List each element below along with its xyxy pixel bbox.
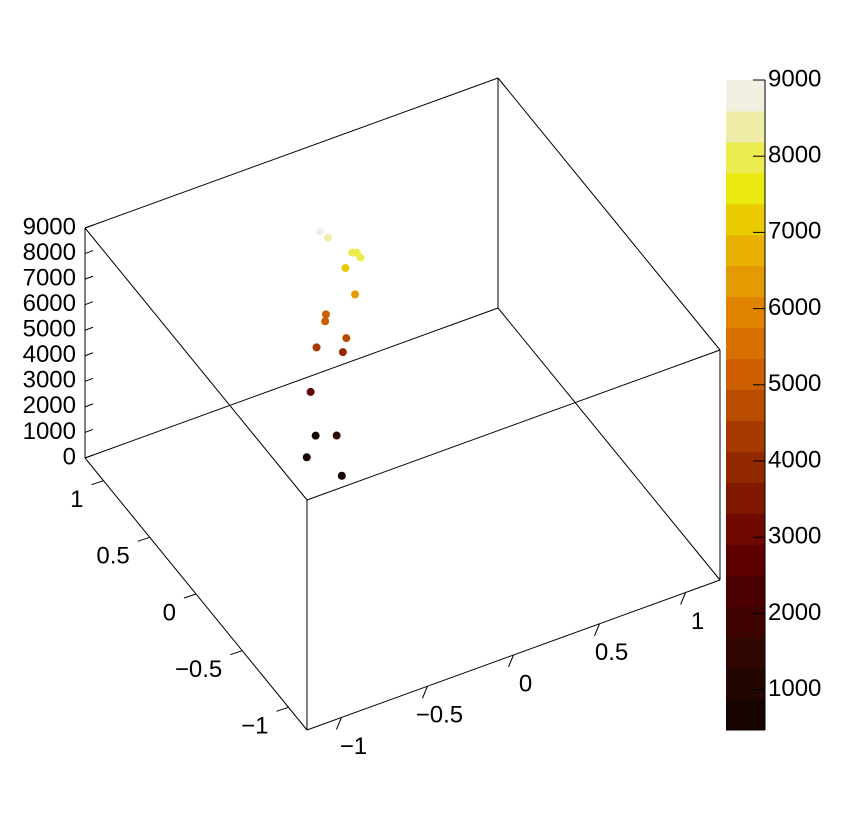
point (337, 471, 346, 480)
colorbar-tick-label: 3000 (768, 523, 821, 550)
colorbar-band (726, 172, 765, 205)
colorbar-band (726, 699, 765, 731)
y-tick-label: 0.5 (96, 543, 129, 570)
colorbar-band (726, 327, 765, 360)
point (321, 310, 330, 319)
x-tick-label: −0.5 (416, 702, 463, 729)
z-tick-label: 1000 (23, 418, 76, 445)
box-edge (84, 227, 308, 501)
colorbar-band (726, 420, 765, 452)
point (342, 334, 351, 343)
colorbar-band (726, 482, 765, 514)
colorbar-band (726, 265, 765, 298)
z-tick (84, 250, 94, 255)
y-tick-label: −1 (241, 713, 268, 740)
z-tick-label: 3000 (23, 367, 76, 394)
colorbar-tick-label: 1000 (768, 675, 821, 702)
z-tick-label: 9000 (23, 213, 76, 240)
z-tick-label: 0 (63, 443, 76, 470)
box-edge (497, 307, 721, 581)
y-tick (276, 706, 289, 712)
colorbar-tick-label: 7000 (768, 218, 821, 245)
point (316, 227, 325, 236)
colorbar-band (726, 389, 765, 421)
colorbar-tick-label: 8000 (768, 142, 821, 169)
x-tick (421, 686, 428, 699)
colorbar-band (726, 513, 765, 545)
z-tick-label: 7000 (23, 264, 76, 291)
colorbar-band (726, 544, 765, 576)
colorbar-band (726, 80, 765, 112)
point (341, 263, 350, 272)
box-edge (84, 307, 499, 459)
point (302, 453, 311, 462)
x-tick (335, 717, 342, 730)
point (332, 431, 341, 440)
z-tick (84, 275, 94, 280)
colorbar-tick-label: 4000 (768, 446, 821, 473)
z-tick (84, 326, 94, 331)
x-tick-label: 1 (691, 608, 704, 635)
y-tick-label: −0.5 (175, 656, 222, 683)
z-tick (84, 301, 94, 306)
point (338, 348, 347, 357)
colorbar-band (726, 575, 765, 607)
colorbar-band (726, 141, 765, 174)
z-tick-label: 6000 (23, 290, 76, 317)
x-tick-label: 0 (519, 670, 532, 697)
y-tick-label: 0 (163, 599, 176, 626)
z-tick-label: 8000 (23, 239, 76, 266)
box-edge (84, 77, 499, 229)
point (323, 233, 332, 242)
x-tick (508, 654, 514, 668)
z-tick-label: 2000 (23, 392, 76, 419)
point (312, 343, 321, 352)
y-tick-label: 1 (70, 486, 83, 513)
x-tick-label: 0.5 (595, 639, 628, 666)
z-tick (84, 377, 94, 382)
z-tick-label: 5000 (23, 316, 76, 343)
z-tick (84, 224, 94, 229)
point (352, 248, 361, 257)
z-tick (84, 403, 94, 408)
box-edge (497, 77, 721, 351)
z-tick (84, 428, 94, 433)
y-tick (91, 480, 104, 486)
colorbar-band (726, 296, 765, 329)
point (351, 290, 360, 299)
colorbar-tick-label: 2000 (768, 599, 821, 626)
z-tick (84, 454, 94, 459)
colorbar-band (726, 606, 765, 638)
y-tick (230, 650, 243, 656)
y-tick (183, 593, 197, 599)
z-tick (84, 352, 94, 357)
colorbar-band (726, 637, 765, 669)
x-tick (594, 623, 601, 636)
y-tick (137, 536, 150, 542)
colorbar-tick-label: 5000 (768, 370, 821, 397)
box-edge (306, 349, 721, 501)
point (311, 431, 320, 440)
z-tick-label: 4000 (23, 341, 76, 368)
colorbar-band (726, 110, 765, 143)
x-tick-label: −1 (340, 733, 367, 760)
x-tick (680, 592, 687, 605)
colorbar-band (726, 451, 765, 483)
colorbar-band (726, 234, 765, 267)
colorbar-tick-label: 6000 (768, 294, 821, 321)
colorbar-band (726, 668, 765, 700)
colorbar-tick-label: 9000 (768, 65, 821, 92)
point (321, 317, 330, 326)
colorbar-band (726, 203, 765, 236)
point (306, 387, 315, 396)
